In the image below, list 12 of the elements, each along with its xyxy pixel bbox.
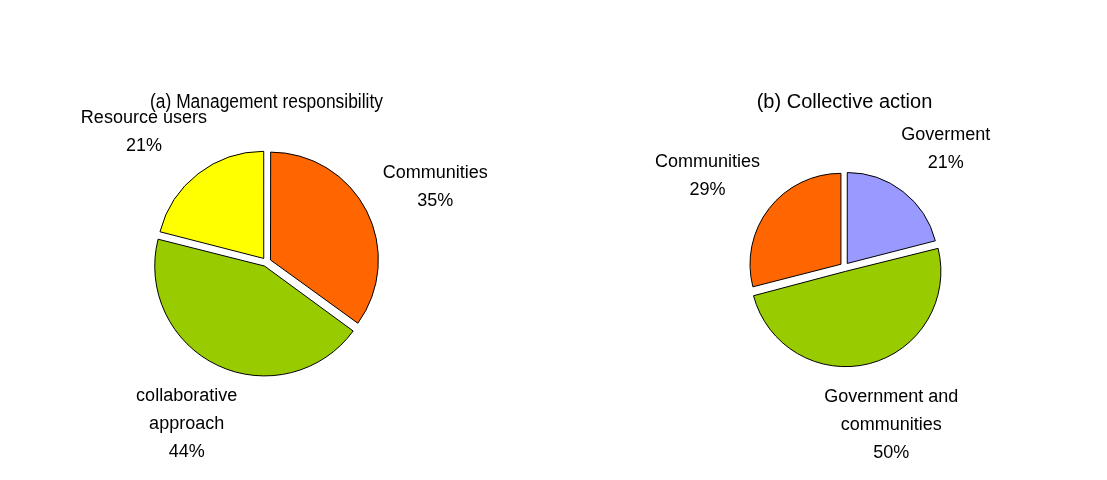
data-label: 35% bbox=[417, 190, 454, 211]
slice-label: Communities bbox=[382, 162, 488, 183]
slice-label: Communities bbox=[655, 150, 761, 171]
chart-title: (b) Collective action bbox=[756, 89, 933, 112]
slice-label: Goverment bbox=[901, 124, 991, 145]
slice-label: Government and communities bbox=[824, 385, 959, 434]
data-label: 21% bbox=[125, 134, 162, 155]
data-label: 21% bbox=[927, 152, 964, 173]
slice-label: collaborative approach bbox=[136, 384, 238, 433]
data-label: 44% bbox=[168, 440, 205, 461]
data-label: 50% bbox=[873, 441, 910, 462]
data-label: 29% bbox=[689, 178, 726, 199]
